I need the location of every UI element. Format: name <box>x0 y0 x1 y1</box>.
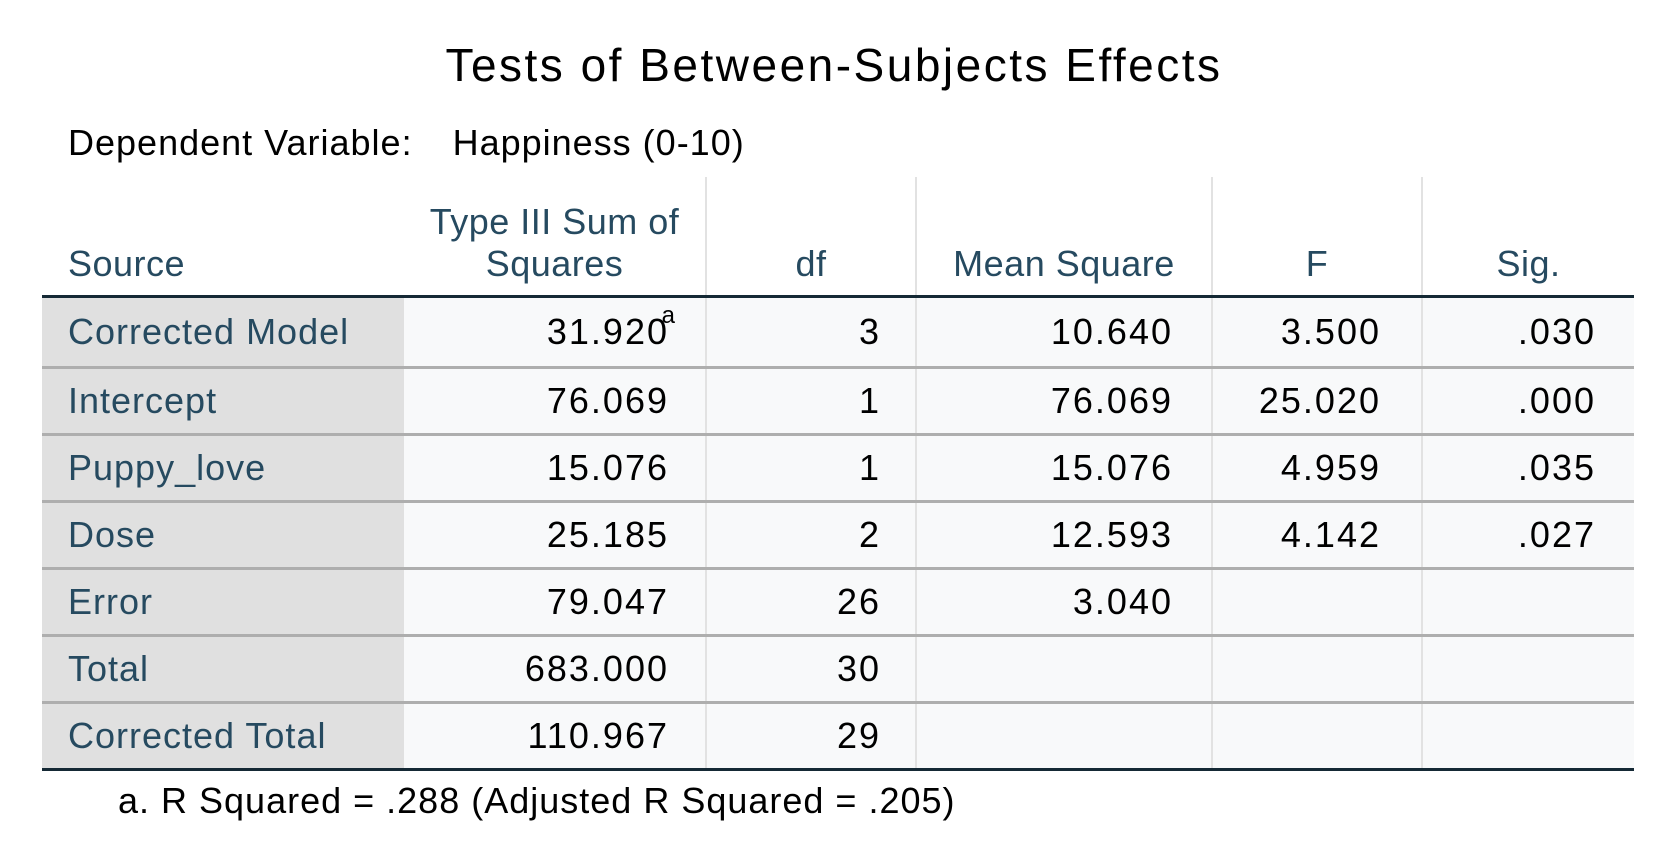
row-df: 2 <box>705 501 916 570</box>
row-mean-square <box>915 635 1212 704</box>
row-f: 3.500 <box>1211 296 1422 369</box>
row-f: 4.142 <box>1211 501 1422 570</box>
row-df: 26 <box>705 568 916 637</box>
row-source: Error <box>42 568 404 637</box>
header-sum-of-squares: Type III Sum of Squares <box>404 177 706 298</box>
anova-table-container: Source Type III Sum of Squares df Mean S… <box>42 177 1634 771</box>
header-f: F <box>1211 177 1422 298</box>
row-source: Corrected Model <box>42 296 404 369</box>
header-df: df <box>705 177 916 298</box>
row-mean-square: 15.076 <box>915 434 1212 503</box>
row-df: 3 <box>705 296 916 369</box>
table-row: Dose 25.185 2 12.593 4.142 .027 <box>42 501 1634 570</box>
dependent-variable-label: Dependent Variable: <box>68 122 413 163</box>
row-mean-square: 12.593 <box>915 501 1212 570</box>
footnote-marker: a <box>661 302 675 329</box>
row-sum-of-squares: 683.000 <box>404 635 706 704</box>
row-sum-of-squares: 31.920 a <box>404 296 706 369</box>
dependent-variable: Dependent Variable: Happiness (0-10) <box>68 122 745 164</box>
row-source: Corrected Total <box>42 702 404 771</box>
table-footnote: a. R Squared = .288 (Adjusted R Squared … <box>118 780 956 821</box>
row-mean-square: 10.640 <box>915 296 1212 369</box>
header-row: Source Type III Sum of Squares df Mean S… <box>42 177 1634 298</box>
row-df: 1 <box>705 434 916 503</box>
row-df: 1 <box>705 367 916 436</box>
header-sig: Sig. <box>1421 177 1634 298</box>
dependent-variable-value: Happiness (0-10) <box>452 122 745 163</box>
row-sig <box>1421 702 1634 771</box>
anova-table: Source Type III Sum of Squares df Mean S… <box>42 177 1634 771</box>
table-row: Error 79.047 26 3.040 <box>42 568 1634 637</box>
table-row: Total 683.000 30 <box>42 635 1634 704</box>
table-row: Intercept 76.069 1 76.069 25.020 .000 <box>42 367 1634 436</box>
row-f <box>1211 702 1422 771</box>
row-sum-of-squares: 110.967 <box>404 702 706 771</box>
row-mean-square: 3.040 <box>915 568 1212 637</box>
header-source: Source <box>42 177 404 298</box>
row-sig <box>1421 635 1634 704</box>
row-mean-square: 76.069 <box>915 367 1212 436</box>
row-sig: .027 <box>1421 501 1634 570</box>
ss-value: 31.920 <box>546 311 669 352</box>
row-f: 25.020 <box>1211 367 1422 436</box>
row-sig: .035 <box>1421 434 1634 503</box>
row-source: Dose <box>42 501 404 570</box>
row-sum-of-squares: 15.076 <box>404 434 706 503</box>
row-mean-square <box>915 702 1212 771</box>
row-sum-of-squares: 76.069 <box>404 367 706 436</box>
row-f <box>1211 635 1422 704</box>
table-row: Corrected Model 31.920 a 3 10.640 3.500 .… <box>42 296 1634 369</box>
row-df: 29 <box>705 702 916 771</box>
row-df: 30 <box>705 635 916 704</box>
row-sig: .000 <box>1421 367 1634 436</box>
row-sig: .030 <box>1421 296 1634 369</box>
row-f <box>1211 568 1422 637</box>
table-row: Puppy_love 15.076 1 15.076 4.959 .035 <box>42 434 1634 503</box>
row-f: 4.959 <box>1211 434 1422 503</box>
row-sig <box>1421 568 1634 637</box>
table-title: Tests of Between-Subjects Effects <box>445 39 1223 91</box>
header-ss-line2: Squares <box>485 243 624 284</box>
row-sum-of-squares: 25.185 <box>404 501 706 570</box>
row-sum-of-squares: 79.047 <box>404 568 706 637</box>
header-ss-line1: Type III Sum of <box>429 201 680 242</box>
table-row: Corrected Total 110.967 29 <box>42 702 1634 771</box>
header-mean-square: Mean Square <box>915 177 1212 298</box>
row-source: Intercept <box>42 367 404 436</box>
row-source: Puppy_love <box>42 434 404 503</box>
row-source: Total <box>42 635 404 704</box>
